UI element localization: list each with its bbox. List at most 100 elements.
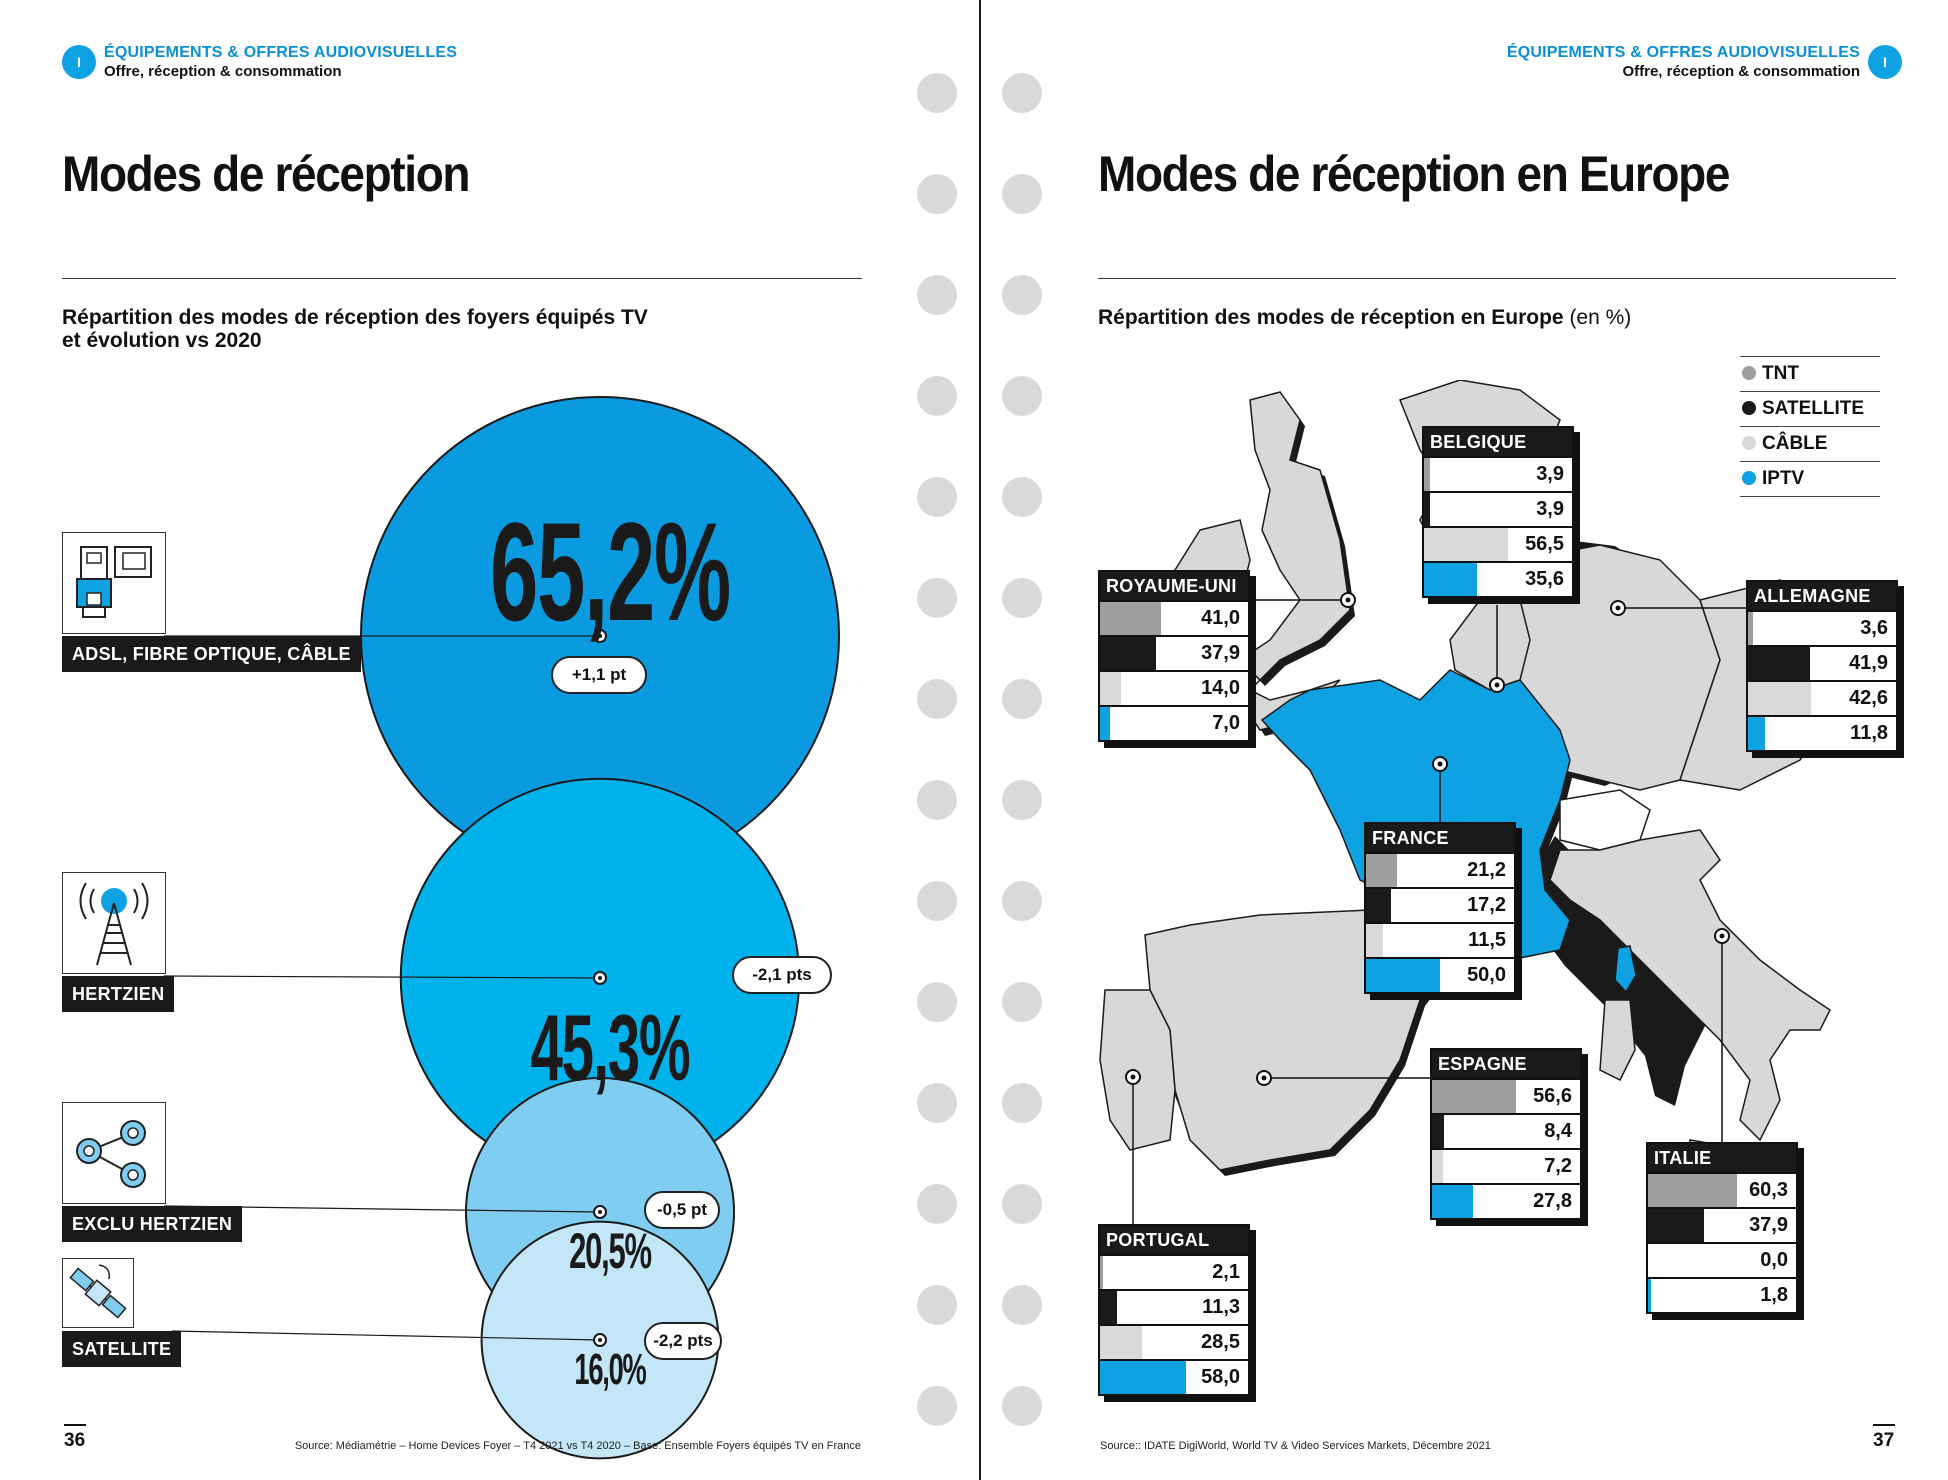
- binding-ring: [1002, 1184, 1042, 1224]
- page-number-right: 37: [1873, 1424, 1895, 1452]
- country-row-satellite: 11,3: [1100, 1289, 1248, 1324]
- country-value: 17,2: [1467, 894, 1506, 916]
- country-row-iptv: 35,6: [1424, 561, 1572, 596]
- binding-ring: [1002, 679, 1042, 719]
- page-number-left: 36: [64, 1424, 86, 1452]
- country-bar: [1432, 1185, 1474, 1218]
- section-title-left: ÉQUIPEMENTS & OFFRES AUDIOVISUELLES: [104, 44, 458, 61]
- country-table-france: FRANCE 21,2 17,2 11,5 50,0: [1364, 822, 1516, 994]
- country-bar: [1100, 672, 1121, 705]
- divider-left: [62, 278, 862, 279]
- country-value: 50,0: [1467, 964, 1506, 986]
- binding-ring: [1002, 376, 1042, 416]
- divider-right: [1098, 278, 1896, 279]
- marker-belgique: [1489, 677, 1505, 693]
- country-value: 3,6: [1860, 617, 1888, 639]
- page-title-left: Modes de réception: [62, 146, 471, 202]
- section-badge-right: I: [1868, 45, 1902, 79]
- binding-ring: [917, 780, 957, 820]
- country-bar: [1424, 458, 1430, 491]
- country-row-tnt: 56,6: [1432, 1078, 1580, 1113]
- country-row-satellite: 3,9: [1424, 491, 1572, 526]
- binding-ring: [917, 1285, 957, 1325]
- country-name: PORTUGAL: [1100, 1226, 1248, 1254]
- chart-subtitle-right: Répartition des modes de réception en Eu…: [1098, 306, 1631, 329]
- legend-swatch-satellite: [1742, 401, 1756, 415]
- country-bar: [1366, 889, 1392, 922]
- binding-ring: [917, 881, 957, 921]
- country-bar: [1100, 1361, 1186, 1394]
- country-bar: [1424, 493, 1430, 526]
- country-value: 11,8: [1850, 722, 1888, 744]
- country-value: 2,1: [1212, 1261, 1240, 1283]
- country-table-espagne: ESPAGNE 56,6 8,4 7,2 27,8: [1430, 1048, 1582, 1220]
- router-icon: [62, 532, 166, 634]
- country-row-satellite: 41,9: [1748, 645, 1896, 680]
- binding-ring: [917, 982, 957, 1022]
- marker-portugal: [1125, 1069, 1141, 1085]
- country-row-iptv: 50,0: [1366, 957, 1514, 992]
- country-name: ESPAGNE: [1432, 1050, 1580, 1078]
- bubble-value-adsl: 65,2%: [490, 494, 730, 650]
- country-value: 3,9: [1536, 498, 1564, 520]
- chart-subtitle-right-bold: Répartition des modes de réception en Eu…: [1098, 306, 1564, 329]
- map-benelux: [1449, 599, 1531, 691]
- marker-italie: [1714, 928, 1730, 944]
- country-bar: [1648, 1209, 1705, 1242]
- country-bar: [1648, 1174, 1738, 1207]
- country-value: 28,5: [1201, 1331, 1240, 1353]
- country-value: 8,4: [1544, 1120, 1572, 1142]
- page-title-right: Modes de réception en Europe: [1098, 146, 1730, 202]
- country-row-tnt: 3,9: [1424, 456, 1572, 491]
- legend-swatch-cable: [1742, 436, 1756, 450]
- country-name: ALLEMAGNE: [1748, 582, 1896, 610]
- antenna-tower-icon: [62, 872, 166, 974]
- country-value: 56,5: [1525, 533, 1564, 555]
- country-row-c-ble: 42,6: [1748, 680, 1896, 715]
- section-subtitle-left: Offre, réception & consommation: [104, 63, 342, 80]
- country-row-iptv: 27,8: [1432, 1183, 1580, 1218]
- country-bar: [1424, 528, 1508, 561]
- binding-ring: [1002, 780, 1042, 820]
- binding-ring: [1002, 174, 1042, 214]
- chart-subtitle-right-unit: (en %): [1569, 306, 1632, 329]
- label-satellite: SATELLITE: [62, 1331, 182, 1367]
- country-bar: [1648, 1279, 1651, 1312]
- map-corsica: [1614, 945, 1637, 994]
- bubble-chart: 65,2% 45,3% 20,5% 16,0%: [163, 396, 840, 1460]
- label-adsl: ADSL, FIBRE OPTIQUE, CÂBLE: [62, 636, 361, 672]
- country-row-iptv: 1,8: [1648, 1277, 1796, 1312]
- country-bar: [1100, 707, 1111, 740]
- country-bar: [1432, 1115, 1445, 1148]
- country-value: 14,0: [1201, 677, 1240, 699]
- country-row-tnt: 21,2: [1366, 852, 1514, 887]
- binding-ring: [917, 275, 957, 315]
- binding-ring: [1002, 578, 1042, 618]
- country-value: 27,8: [1533, 1190, 1572, 1212]
- legend-swatch-iptv: [1742, 471, 1756, 485]
- binding-ring: [917, 477, 957, 517]
- legend-tnt: TNT: [1740, 356, 1880, 391]
- country-value: 0,0: [1760, 1249, 1788, 1271]
- country-row-satellite: 37,9: [1100, 635, 1248, 670]
- binding-ring: [1002, 275, 1042, 315]
- chart-subtitle-line2: et évolution vs 2020: [62, 329, 262, 352]
- country-bar: [1100, 602, 1161, 635]
- map-connectors: [1132, 599, 1752, 1228]
- country-row-tnt: 2,1: [1100, 1254, 1248, 1289]
- bubble-value-exclu-hertzien: 20,5%: [569, 1222, 651, 1278]
- bubble-center-dot-satellite: [593, 1333, 607, 1347]
- change-pill-exclu-hertzien: -0,5 pt: [644, 1191, 720, 1229]
- binding-ring: [917, 679, 957, 719]
- country-bar: [1366, 924, 1384, 957]
- country-value: 60,3: [1749, 1179, 1788, 1201]
- country-row-tnt: 41,0: [1100, 600, 1248, 635]
- country-value: 37,9: [1201, 642, 1240, 664]
- marker-allemagne: [1610, 600, 1626, 616]
- country-value: 11,5: [1468, 929, 1506, 951]
- chart-subtitle-line1: Répartition des modes de réception des f…: [62, 306, 648, 329]
- country-name: ITALIE: [1648, 1144, 1796, 1172]
- country-value: 21,2: [1467, 859, 1506, 881]
- section-badge-left: I: [62, 45, 96, 79]
- country-value: 58,0: [1201, 1366, 1240, 1388]
